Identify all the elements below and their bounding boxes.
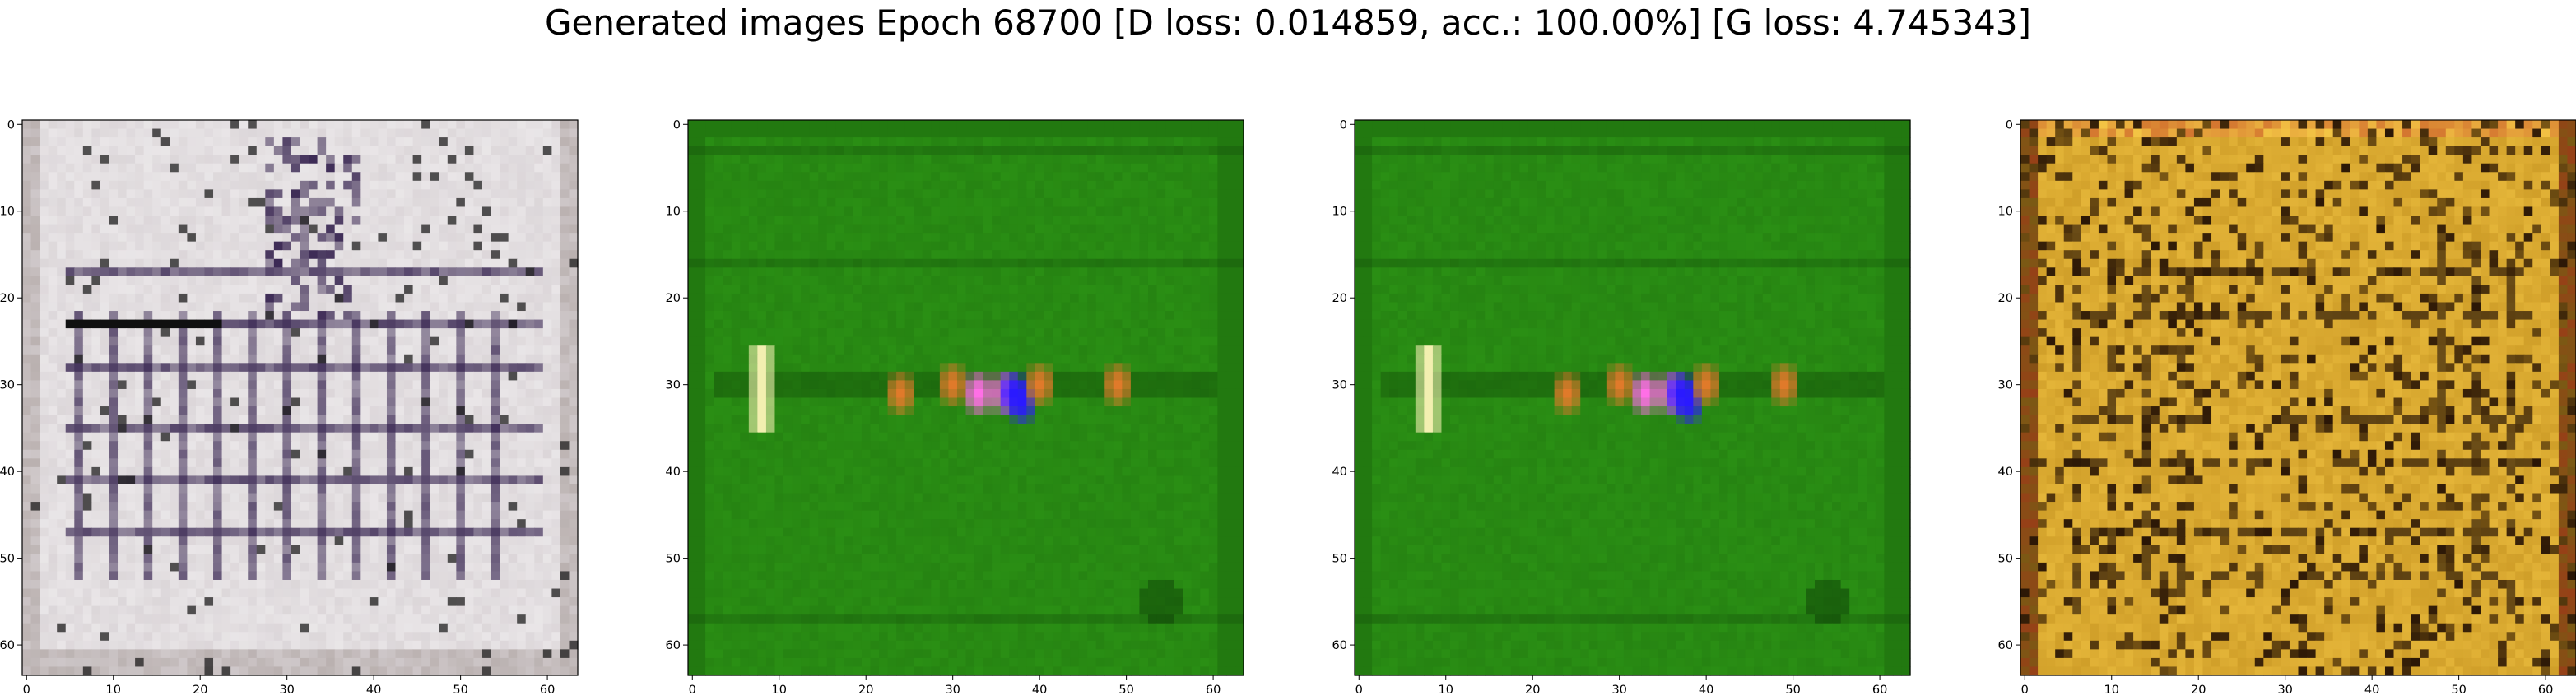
- y-tick-label: 50: [1998, 553, 2013, 566]
- y-tick-label: 20: [1332, 292, 1347, 305]
- y-tick-label: 0: [1340, 118, 1347, 132]
- image-pixels: [1355, 120, 1911, 676]
- y-tick-label: 30: [1332, 379, 1347, 392]
- y-tick-label: 30: [666, 379, 681, 392]
- y-tick-label: 20: [0, 292, 15, 305]
- image-pixels: [688, 120, 1244, 676]
- image-pixels: [22, 120, 579, 676]
- y-tick-label: 50: [1332, 553, 1347, 566]
- y-tick-label: 10: [1998, 206, 2013, 219]
- y-tick-label: 20: [666, 292, 681, 305]
- y-tick-label: 60: [1998, 639, 2013, 652]
- y-tick-label: 60: [666, 639, 681, 652]
- y-tick-label: 10: [0, 206, 15, 219]
- y-tick-label: 0: [2006, 118, 2013, 132]
- y-tick-label: 30: [0, 379, 15, 392]
- y-tick-label: 40: [1998, 466, 2013, 479]
- y-tick-label: 60: [0, 639, 15, 652]
- y-tick-label: 40: [0, 466, 15, 479]
- y-tick-label: 40: [666, 466, 681, 479]
- y-tick-label: 50: [666, 553, 681, 566]
- figure-suptitle: Generated images Epoch 68700 [D loss: 0.…: [0, 3, 2576, 43]
- y-tick-label: 40: [1332, 466, 1347, 479]
- y-tick-label: 50: [0, 553, 15, 566]
- y-tick-label: 20: [1998, 292, 2013, 305]
- y-tick-label: 0: [673, 118, 681, 132]
- y-tick-label: 0: [7, 118, 15, 132]
- y-tick-label: 30: [1998, 379, 2013, 392]
- image-pixels: [2020, 120, 2576, 676]
- y-tick-label: 10: [666, 206, 681, 219]
- y-tick-label: 10: [1332, 206, 1347, 219]
- y-tick-label: 60: [1332, 639, 1347, 652]
